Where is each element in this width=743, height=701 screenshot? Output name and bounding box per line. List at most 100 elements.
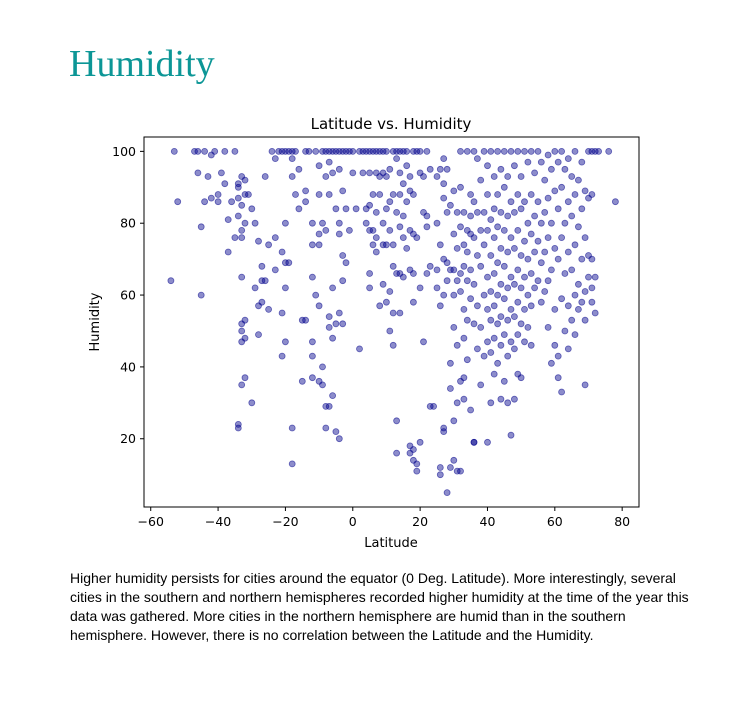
data-point [467, 406, 475, 414]
data-point [275, 148, 283, 155]
data-point [194, 148, 202, 155]
data-point [484, 438, 491, 446]
data-point [450, 456, 458, 464]
data-point [335, 230, 343, 238]
data-point [315, 162, 323, 170]
data-point [490, 173, 498, 180]
data-point [551, 305, 559, 313]
data-point [561, 270, 569, 277]
data-point [258, 298, 266, 306]
data-point [211, 148, 219, 155]
data-point [329, 392, 337, 400]
data-point [457, 148, 464, 155]
data-point [409, 191, 417, 198]
data-point [534, 198, 542, 206]
data-point [510, 244, 518, 252]
data-point [167, 277, 175, 285]
data-point [497, 395, 505, 403]
data-point [308, 219, 316, 227]
data-point [561, 219, 569, 227]
data-point [484, 338, 491, 346]
data-point [443, 209, 451, 216]
data-point [537, 298, 545, 306]
x-tick-label: 20 [412, 514, 428, 529]
data-point [238, 327, 246, 335]
data-point [551, 341, 559, 349]
data-point [292, 191, 299, 198]
data-point [288, 424, 296, 432]
data-point [406, 173, 414, 180]
data-point [504, 284, 512, 292]
data-point [480, 241, 488, 249]
data-point [457, 467, 464, 475]
data-point [467, 191, 475, 198]
data-point [403, 198, 411, 206]
x-tick-label: 0 [349, 514, 357, 529]
data-point [278, 248, 286, 256]
data-point [531, 212, 539, 220]
data-point [325, 191, 333, 198]
data-point [547, 266, 555, 274]
data-point [514, 331, 522, 339]
data-point [578, 205, 586, 213]
data-point [514, 148, 522, 155]
data-point [531, 248, 539, 256]
data-point [574, 280, 582, 288]
data-point [251, 284, 259, 292]
data-point [473, 155, 481, 162]
data-point [221, 148, 229, 155]
data-point [241, 176, 249, 184]
data-point [255, 331, 262, 339]
data-point [484, 227, 491, 234]
data-point [588, 191, 596, 198]
data-point [450, 266, 458, 274]
data-point [544, 277, 552, 285]
data-point [265, 241, 273, 249]
data-point [450, 187, 458, 195]
data-point [500, 227, 508, 234]
data-point [460, 395, 468, 403]
data-point [463, 316, 471, 324]
data-point [605, 148, 613, 155]
data-point [369, 227, 377, 234]
data-point [386, 327, 394, 335]
data-point [521, 237, 528, 245]
data-point [534, 148, 542, 155]
data-point [504, 248, 512, 256]
data-point [585, 273, 592, 281]
data-point [399, 148, 407, 155]
data-point [423, 212, 431, 220]
data-point [329, 284, 337, 292]
data-point [389, 241, 397, 249]
data-point [443, 259, 451, 267]
x-axis-ticks: −60 −40 −20 0 20 40 60 80 [138, 507, 630, 529]
data-point [305, 148, 313, 155]
data-point [517, 284, 525, 292]
data-point [271, 234, 279, 242]
data-point [484, 305, 491, 313]
data-point [396, 309, 404, 317]
data-point [281, 219, 289, 227]
data-point [389, 309, 397, 317]
data-point [308, 338, 316, 346]
data-point [443, 277, 451, 285]
data-point [460, 209, 468, 216]
data-point [261, 277, 269, 285]
data-point [510, 313, 518, 321]
data-point [446, 359, 454, 367]
data-point [440, 180, 448, 188]
data-point [504, 352, 512, 360]
data-point [554, 255, 562, 263]
data-point [517, 173, 525, 180]
data-point [440, 291, 448, 299]
data-point [322, 402, 330, 410]
data-point [349, 169, 357, 177]
data-point [507, 234, 515, 242]
x-tick-label: −40 [205, 514, 231, 529]
data-point [420, 173, 427, 180]
data-point [497, 341, 505, 349]
data-point [547, 165, 555, 173]
data-point [366, 201, 374, 209]
data-point [470, 320, 478, 328]
data-point [521, 305, 528, 313]
